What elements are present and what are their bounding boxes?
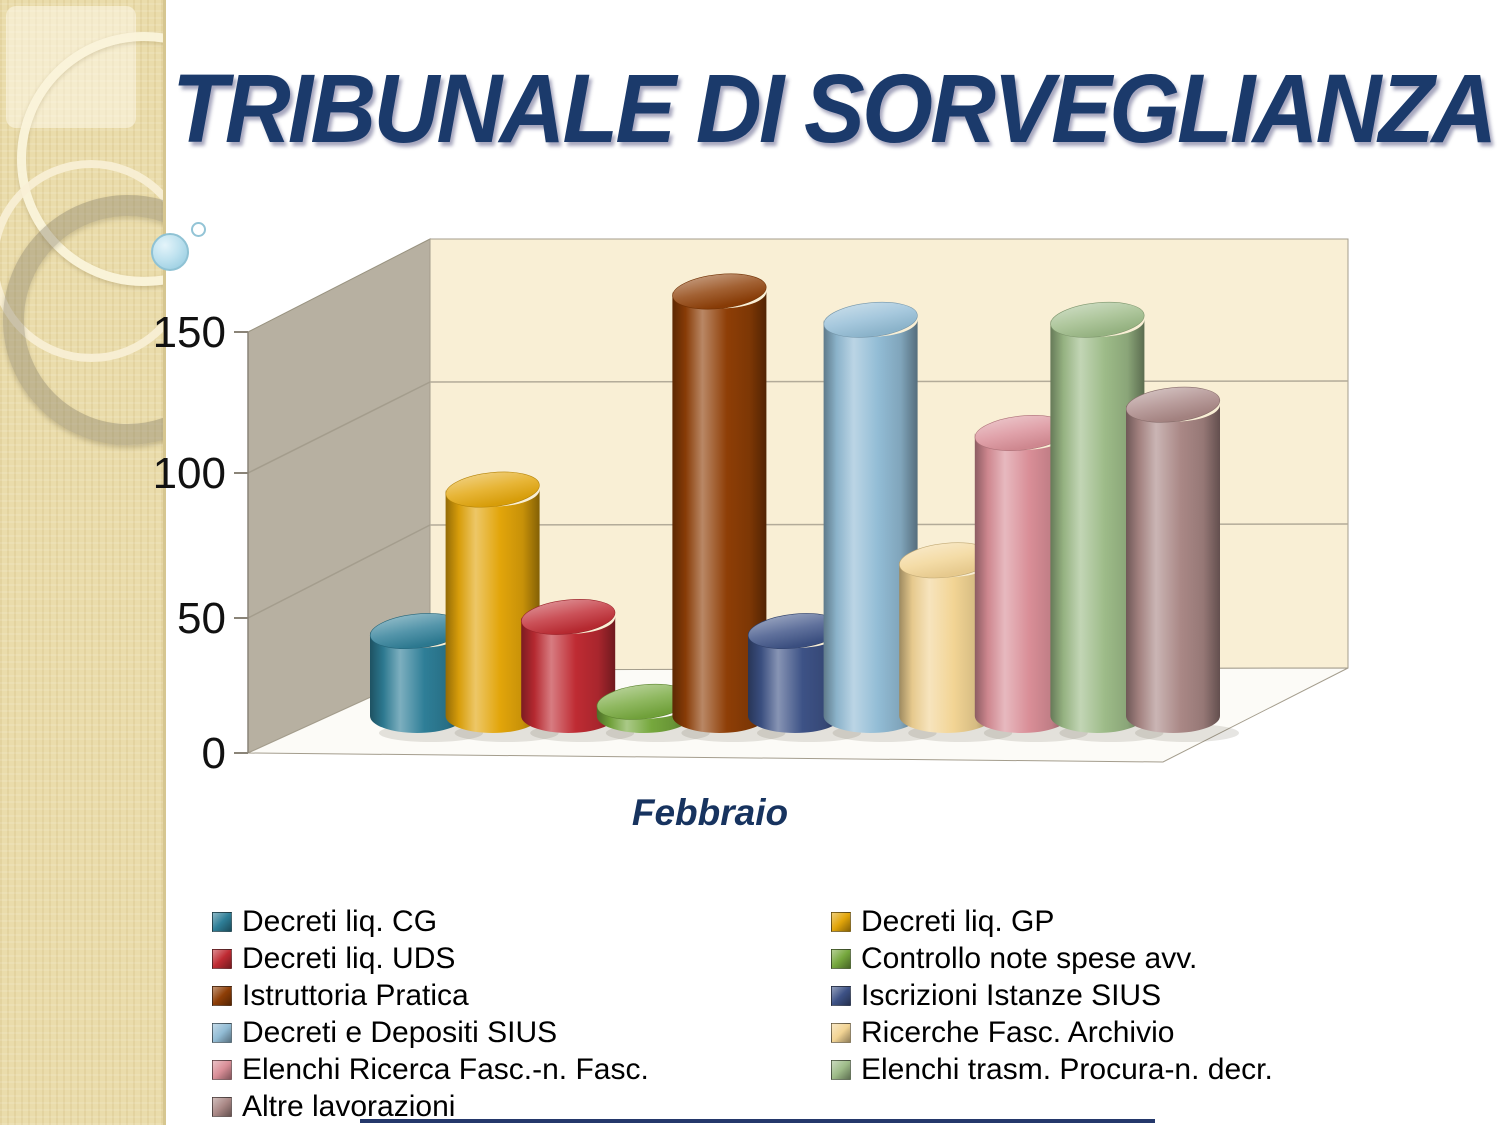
legend-item: Ricerche Fasc. Archivio <box>831 1014 1273 1051</box>
cylinder-bar <box>974 415 1069 733</box>
cylinder-bar <box>369 613 465 733</box>
legend-swatch-icon <box>831 1059 851 1080</box>
legend-label: Iscrizioni Istanze SIUS <box>861 978 1162 1012</box>
legend-swatch-icon <box>212 1059 232 1080</box>
bubble-outline-icon <box>191 222 206 237</box>
cylinder-bar <box>899 542 994 734</box>
legend-swatch-icon <box>831 1022 851 1043</box>
legend-column-right: Decreti liq. GP Controllo note spese avv.… <box>831 903 1273 1088</box>
bars <box>369 273 1221 734</box>
bubble-decoration-icon <box>151 233 189 271</box>
y-axis: 150 100 50 0 <box>153 308 249 778</box>
footer-divider <box>360 1119 1155 1123</box>
legend-label: Decreti e Depositi SIUS <box>242 1015 558 1049</box>
legend-item: Decreti liq. CG <box>212 903 649 940</box>
legend-label: Istruttoria Pratica <box>242 978 469 1012</box>
legend-label: Decreti liq. UDS <box>242 941 456 975</box>
legend-item: Elenchi trasm. Procura-n. decr. <box>831 1051 1273 1088</box>
cylinder-bar <box>1050 301 1145 734</box>
legend-item: Altre lavorazioni <box>212 1088 649 1125</box>
legend-label: Decreti liq. GP <box>861 904 1055 938</box>
legend-swatch-icon <box>212 1022 232 1043</box>
y-tick-label: 50 <box>177 594 226 643</box>
legend-item: Decreti liq. UDS <box>212 940 649 977</box>
legend-swatch-icon <box>831 985 851 1006</box>
legend-item: Decreti e Depositi SIUS <box>212 1014 649 1051</box>
legend-item: Decreti liq. GP <box>831 903 1273 940</box>
y-tick-label: 150 <box>153 308 226 357</box>
cylinder-bar <box>521 599 616 734</box>
legend-label: Elenchi trasm. Procura-n. decr. <box>861 1052 1273 1086</box>
legend-swatch-icon <box>831 911 851 932</box>
legend-swatch-icon <box>212 1096 232 1117</box>
legend-column-left: Decreti liq. CG Decreti liq. UDS Istruttor… <box>212 903 649 1125</box>
y-tick-label: 100 <box>153 449 226 498</box>
cylinder-bar <box>823 301 918 734</box>
legend-label: Decreti liq. CG <box>242 904 438 938</box>
cylinder-bar <box>445 471 540 733</box>
legend-item: Elenchi Ricerca Fasc.-n. Fasc. <box>212 1051 649 1088</box>
cylinder-bar <box>672 273 767 734</box>
legend-label: Ricerche Fasc. Archivio <box>861 1015 1175 1049</box>
category-label: Febbraio <box>631 792 789 833</box>
y-tick-label: 0 <box>202 729 226 778</box>
cylinder-bar <box>1125 386 1221 733</box>
legend-swatch-icon <box>831 948 851 969</box>
legend-item: Istruttoria Pratica <box>212 977 649 1014</box>
legend-swatch-icon <box>212 985 232 1006</box>
legend-label: Altre lavorazioni <box>242 1089 456 1123</box>
legend-label: Elenchi Ricerca Fasc.-n. Fasc. <box>242 1052 649 1086</box>
legend-swatch-icon <box>212 948 232 969</box>
cylinder-bar <box>747 613 843 733</box>
slide-title: TRIBUNALE DI SORVEGLIANZA <box>172 54 1497 163</box>
legend-item: Controllo note spese avv. <box>831 940 1273 977</box>
legend-label: Controllo note spese avv. <box>861 941 1198 975</box>
legend-swatch-icon <box>212 911 232 932</box>
side-decoration-band <box>0 0 166 1125</box>
legend-item: Iscrizioni Istanze SIUS <box>831 977 1273 1014</box>
